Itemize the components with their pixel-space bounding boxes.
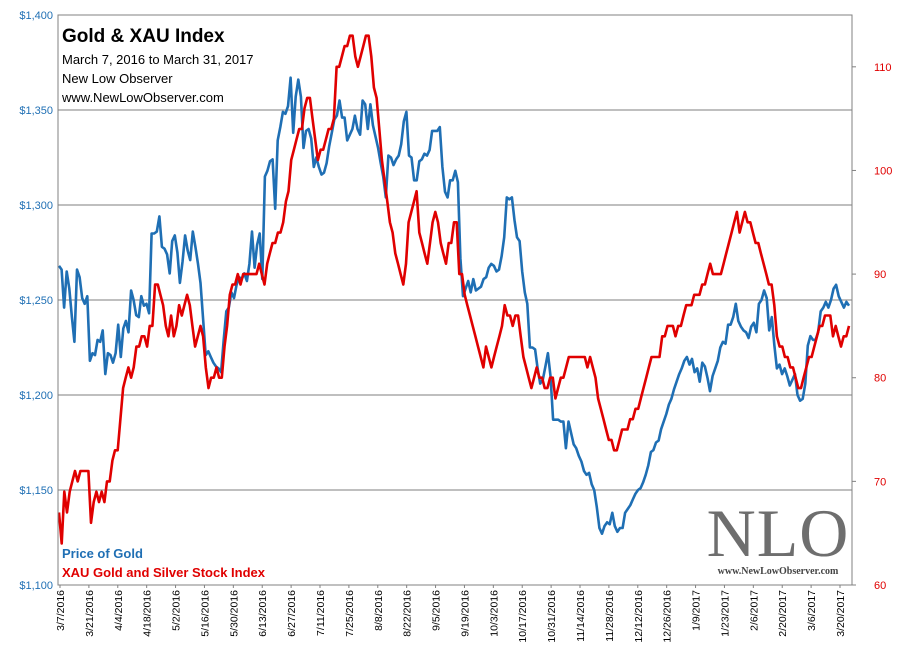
x-tick-label: 1/9/2017 xyxy=(691,590,703,631)
x-tick-label: 9/19/2016 xyxy=(459,590,471,637)
x-tick-label: 12/26/2016 xyxy=(662,590,674,643)
right-tick-label: 70 xyxy=(874,476,886,488)
left-axis: $1,100 $1,150 $1,200 $1,250 $1,300 $1,350 $1,4… xyxy=(19,10,53,592)
x-tick-label: 4/4/2016 xyxy=(113,590,125,631)
left-tick-label: $1,300 xyxy=(19,200,53,212)
plot-frame xyxy=(57,14,853,586)
left-tick-label: $1,100 xyxy=(19,580,53,592)
right-tick-label: 60 xyxy=(874,580,886,592)
logo-mark: NLO xyxy=(706,495,850,571)
logo-url: www.NewLowObserver.com xyxy=(717,566,839,577)
x-tick-label: 2/6/2017 xyxy=(748,590,760,631)
x-tick-label: 5/30/2016 xyxy=(228,590,240,637)
right-tick-label: 100 xyxy=(874,165,892,177)
gold-price-line xyxy=(57,76,851,536)
x-tick-label: 9/5/2016 xyxy=(431,590,443,631)
xau-index-line xyxy=(57,34,851,545)
gridlines xyxy=(58,109,852,491)
x-tick-label: 3/20/2017 xyxy=(835,590,847,637)
left-tick-label: $1,250 xyxy=(19,295,53,307)
chart-title: Gold & XAU Index xyxy=(62,26,225,47)
x-tick-label: 1/23/2017 xyxy=(719,590,731,637)
x-tick-label: 7/11/2016 xyxy=(315,590,327,636)
x-tick-label: 11/14/2016 xyxy=(575,590,587,642)
x-tick-label: 2/20/2017 xyxy=(777,590,789,637)
x-tick-label: 10/17/2016 xyxy=(517,590,529,643)
left-tick-label: $1,350 xyxy=(19,105,53,117)
x-axis: 3/7/2016 3/21/2016 4/4/2016 4/18/2016 5/2/20… xyxy=(55,585,847,643)
right-tick-label: 110 xyxy=(874,62,892,74)
x-tick-label: 5/2/2016 xyxy=(171,590,183,631)
nlo-logo: NLO www.NewLowObserver.com xyxy=(694,497,862,577)
x-tick-label: 10/3/2016 xyxy=(488,590,500,637)
x-tick-label: 10/31/2016 xyxy=(546,590,558,643)
chart-website: www.NewLowObserver.com xyxy=(62,90,224,105)
series-layer xyxy=(57,34,851,545)
right-tick-label: 80 xyxy=(874,373,886,385)
x-tick-label: 4/18/2016 xyxy=(142,590,154,637)
chart-source: New Low Observer xyxy=(62,71,173,86)
left-tick-label: $1,200 xyxy=(19,390,53,402)
legend-gold: Price of Gold xyxy=(62,546,143,561)
x-tick-label: 5/16/2016 xyxy=(199,590,211,637)
right-axis: 60 70 80 90 100 110 xyxy=(852,62,892,592)
right-tick-label: 90 xyxy=(874,269,886,281)
x-tick-label: 6/27/2016 xyxy=(286,590,298,637)
x-tick-label: 8/22/2016 xyxy=(402,590,414,637)
x-tick-label: 3/7/2016 xyxy=(55,590,67,631)
left-tick-label: $1,150 xyxy=(19,485,53,497)
x-tick-label: 11/28/2016 xyxy=(604,590,616,642)
x-tick-label: 12/12/2016 xyxy=(633,590,645,643)
x-tick-label: 3/21/2016 xyxy=(84,590,96,637)
x-tick-label: 8/8/2016 xyxy=(373,590,385,631)
x-tick-label: 3/6/2017 xyxy=(806,590,818,631)
x-tick-label: 6/13/2016 xyxy=(257,590,269,637)
legend-xau: XAU Gold and Silver Stock Index xyxy=(62,565,265,580)
chart-subtitle: March 7, 2016 to March 31, 2017 xyxy=(62,52,254,67)
left-tick-label: $1,400 xyxy=(19,10,53,22)
x-tick-label: 7/25/2016 xyxy=(344,590,356,637)
